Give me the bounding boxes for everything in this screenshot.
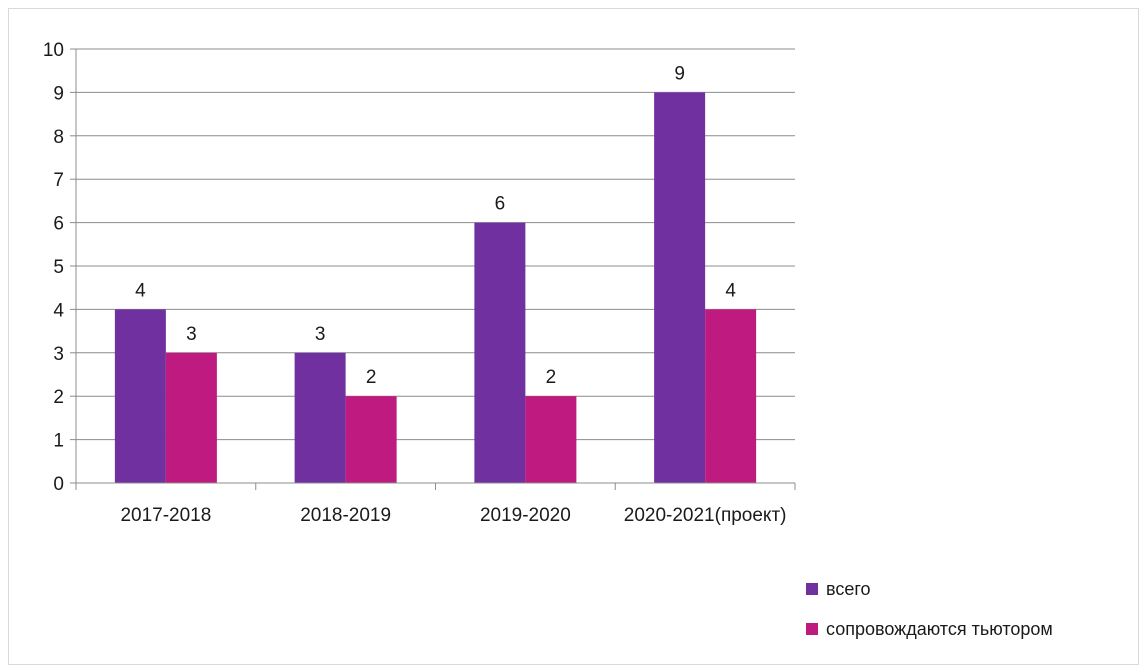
data-label: 3 [186,324,197,345]
x-category-label: 2020-2021(проект) [624,505,787,526]
bar-total-2017-2018 [114,309,166,483]
y-axis: 0 1 2 3 4 5 6 7 8 9 10 [43,40,77,495]
data-label: 4 [725,280,736,301]
x-category-label: 2017-2018 [120,505,211,526]
y-tick-label: 1 [53,431,64,452]
bar-tutor-2018-2019 [345,396,397,483]
bar-tutor-2020-2021(проект) [705,309,757,483]
data-label: 6 [495,194,506,215]
bar-tutor-2019-2020 [525,396,577,483]
data-labels-group: 4 3 3 2 6 2 9 4 [135,63,736,388]
bars-group [114,92,757,484]
y-tick-label: 3 [53,344,64,365]
y-tick-label: 8 [53,127,64,148]
data-label: 3 [315,324,326,345]
bar-total-2018-2019 [294,352,346,483]
y-tick-label: 5 [53,257,64,278]
y-tick-label: 0 [53,474,64,495]
legend-swatch [806,623,818,635]
bar-total-2019-2020 [474,222,526,483]
y-tick-label: 2 [53,387,64,408]
legend-label: сопровождаются тьютором [826,619,1053,639]
data-label: 2 [366,367,377,388]
legend-swatch [806,583,818,595]
y-tick-label: 10 [43,40,64,61]
x-axis: 2017-2018 2018-2019 2019-2020 2020-2021(про… [70,482,796,526]
data-label: 9 [674,63,685,84]
data-label: 2 [546,367,557,388]
data-label: 4 [135,280,146,301]
bar-total-2020-2021(проект) [654,92,706,484]
x-category-label: 2019-2020 [480,505,571,526]
bar-tutor-2017-2018 [165,352,217,483]
x-category-label: 2018-2019 [300,505,391,526]
chart-frame: 0 1 2 3 4 5 6 7 8 9 10 4 3 3 2 6 2 9 4 2017-2018 2018-2019… [8,8,1139,665]
bar-chart: 0 1 2 3 4 5 6 7 8 9 10 4 3 3 2 6 2 9 4 2017-2018 2018-2019… [43,40,1053,639]
y-tick-label: 4 [53,300,64,321]
y-tick-label: 6 [53,214,64,235]
legend-label: всего [826,579,871,599]
legend: всего сопровождаются тьютором [806,579,1053,639]
y-tick-label: 9 [53,83,64,104]
y-tick-label: 7 [53,170,64,191]
